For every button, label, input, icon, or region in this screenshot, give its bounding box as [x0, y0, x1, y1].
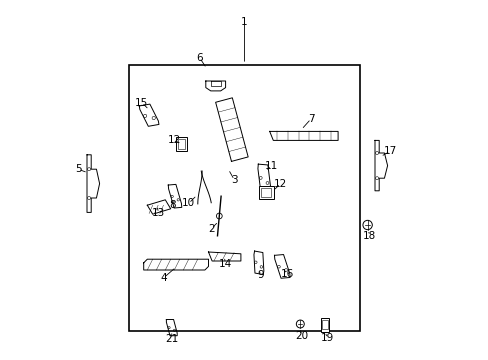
Bar	[129, 65, 359, 331]
Text: 4: 4	[160, 273, 166, 283]
Text: 3: 3	[231, 175, 237, 185]
Text: 9: 9	[257, 270, 264, 280]
Bar	[258, 186, 273, 199]
Text: 12: 12	[168, 135, 181, 145]
Text: 1: 1	[241, 17, 247, 27]
Text: 19: 19	[320, 333, 333, 343]
Bar	[321, 318, 328, 332]
Text: 6: 6	[196, 53, 203, 63]
Text: 10: 10	[182, 198, 195, 208]
Text: 7: 7	[307, 114, 314, 124]
Bar	[261, 188, 270, 197]
Text: 21: 21	[165, 334, 178, 344]
Bar	[322, 320, 327, 329]
Bar	[178, 139, 185, 149]
Text: 16: 16	[281, 269, 294, 279]
Text: 18: 18	[362, 231, 375, 241]
Text: 17: 17	[383, 146, 396, 156]
Text: 12: 12	[273, 179, 286, 189]
Text: 15: 15	[135, 98, 148, 108]
Text: 2: 2	[207, 224, 214, 234]
Text: 14: 14	[218, 258, 232, 269]
Text: 5: 5	[75, 164, 81, 174]
Text: 13: 13	[152, 208, 165, 218]
Bar	[176, 137, 186, 151]
Text: 11: 11	[264, 161, 278, 171]
Text: 8: 8	[169, 200, 176, 210]
Text: 20: 20	[294, 330, 307, 341]
